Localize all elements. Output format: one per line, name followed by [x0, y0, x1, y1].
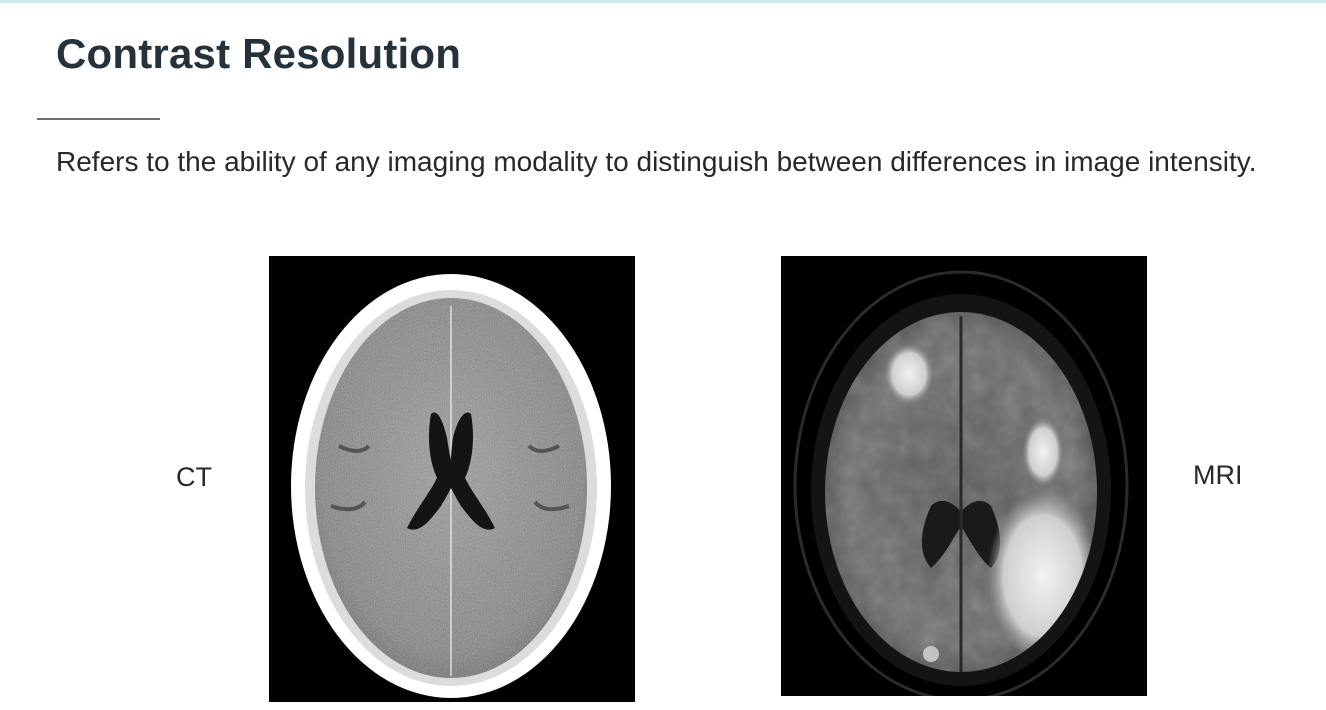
title-divider: [37, 118, 160, 120]
mri-label: MRI: [1193, 460, 1243, 490]
ct-label: CT: [176, 462, 212, 492]
slide-title: Contrast Resolution: [56, 30, 462, 77]
ct-scan-image: [269, 256, 635, 702]
top-accent-line: [0, 0, 1326, 3]
mri-scan-image: [781, 256, 1147, 696]
slide-body-text: Refers to the ability of any imaging mod…: [56, 146, 1257, 177]
